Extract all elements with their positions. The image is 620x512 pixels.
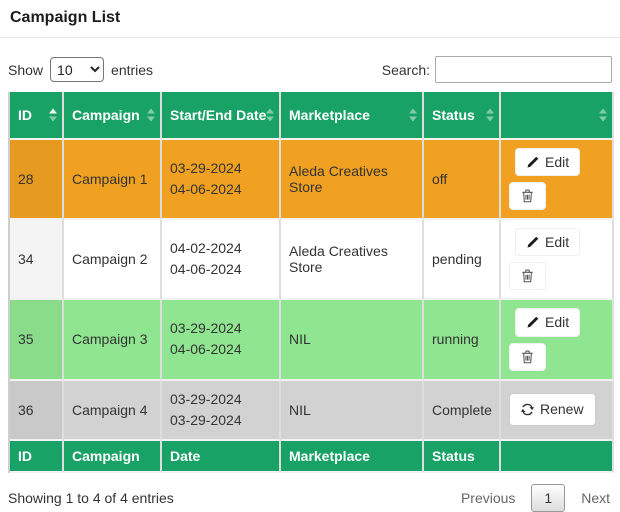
pencil-icon (526, 316, 539, 329)
show-label: Show (8, 61, 44, 78)
table-controls: Show 10 entries Search: (8, 56, 612, 83)
column-header-actions[interactable] (501, 92, 614, 140)
sort-asc-icon (49, 108, 57, 122)
entries-label: entries (111, 61, 154, 78)
cell-actions: Renew (501, 380, 614, 441)
cell-actions: Edit (501, 220, 614, 301)
table-row: 34 Campaign 2 04-02-2024 04-06-2024 Aled… (10, 220, 614, 301)
footer-column-marketplace: Marketplace (281, 440, 424, 473)
footer-column-date: Date (162, 440, 281, 473)
delete-button[interactable] (509, 182, 546, 211)
sort-icon (266, 108, 274, 122)
sort-icon (599, 108, 607, 122)
delete-button[interactable] (509, 342, 546, 371)
cell-actions: Edit (501, 140, 614, 221)
pencil-icon (526, 156, 539, 169)
table-info: Showing 1 to 4 of 4 entries (8, 489, 174, 506)
cell-status: running (424, 300, 501, 381)
cell-marketplace: Aleda Creatives Store (281, 220, 424, 301)
column-header-start-end-date[interactable]: Start/End Date (162, 92, 281, 140)
page-1-button[interactable]: 1 (531, 483, 566, 512)
cell-marketplace: NIL (281, 380, 424, 441)
sync-icon (521, 403, 534, 416)
cell-date: 03-29-2024 03-29-2024 (162, 380, 281, 441)
cell-date: 03-29-2024 04-06-2024 (162, 140, 281, 221)
cell-id: 36 (10, 380, 64, 441)
footer-column-id: ID (10, 440, 64, 473)
cell-status: pending (424, 220, 501, 301)
edit-button[interactable]: Edit (515, 228, 581, 257)
search-input[interactable] (435, 56, 612, 83)
sort-icon (147, 108, 155, 122)
cell-campaign: Campaign 1 (64, 140, 162, 221)
campaign-table: ID Campaign Start/End Date Marketplace S… (8, 92, 614, 473)
trash-icon (521, 350, 534, 364)
footer-column-actions (501, 440, 614, 473)
cell-id: 28 (10, 140, 64, 221)
pagination: Previous 1 Next (459, 483, 612, 512)
search-label: Search: (381, 61, 430, 78)
pencil-icon (526, 236, 539, 249)
cell-campaign: Campaign 2 (64, 220, 162, 301)
page-title: Campaign List (10, 9, 121, 26)
cell-campaign: Campaign 3 (64, 300, 162, 381)
table-row: 35 Campaign 3 03-29-2024 04-06-2024 NIL … (10, 300, 614, 381)
footer-header-row: ID Campaign Date Marketplace Status (10, 440, 614, 473)
column-header-campaign[interactable]: Campaign (64, 92, 162, 140)
delete-button[interactable] (509, 262, 546, 291)
edit-button[interactable]: Edit (515, 148, 581, 177)
footer-column-status: Status (424, 440, 501, 473)
search-control: Search: (382, 56, 612, 83)
previous-button[interactable]: Previous (460, 489, 516, 506)
cell-date: 03-29-2024 04-06-2024 (162, 300, 281, 381)
edit-button[interactable]: Edit (515, 308, 581, 337)
cell-status: off (424, 140, 501, 221)
trash-icon (521, 269, 534, 283)
cell-id: 35 (10, 300, 64, 381)
renew-button[interactable]: Renew (509, 393, 596, 426)
footer-column-campaign: Campaign (64, 440, 162, 473)
table-footer-bar: Showing 1 to 4 of 4 entries Previous 1 N… (8, 483, 612, 512)
cell-date: 04-02-2024 04-06-2024 (162, 220, 281, 301)
cell-status: Complete (424, 380, 501, 441)
cell-campaign: Campaign 4 (64, 380, 162, 441)
cell-marketplace: Aleda Creatives Store (281, 140, 424, 221)
header-row: ID Campaign Start/End Date Marketplace S… (10, 92, 614, 140)
table-row: 36 Campaign 4 03-29-2024 03-29-2024 NIL … (10, 380, 614, 441)
title-divider (0, 37, 620, 38)
column-header-status[interactable]: Status (424, 92, 501, 140)
column-header-marketplace[interactable]: Marketplace (281, 92, 424, 140)
column-header-id[interactable]: ID (10, 92, 64, 140)
entries-select[interactable]: 10 (50, 57, 105, 82)
next-button[interactable]: Next (581, 489, 610, 506)
cell-actions: Edit (501, 300, 614, 381)
sort-icon (486, 108, 494, 122)
cell-id: 34 (10, 220, 64, 301)
cell-marketplace: NIL (281, 300, 424, 381)
table-row: 28 Campaign 1 03-29-2024 04-06-2024 Aled… (10, 140, 614, 221)
sort-icon (409, 108, 417, 122)
trash-icon (521, 189, 534, 203)
page-length-control: Show 10 entries (8, 57, 153, 82)
